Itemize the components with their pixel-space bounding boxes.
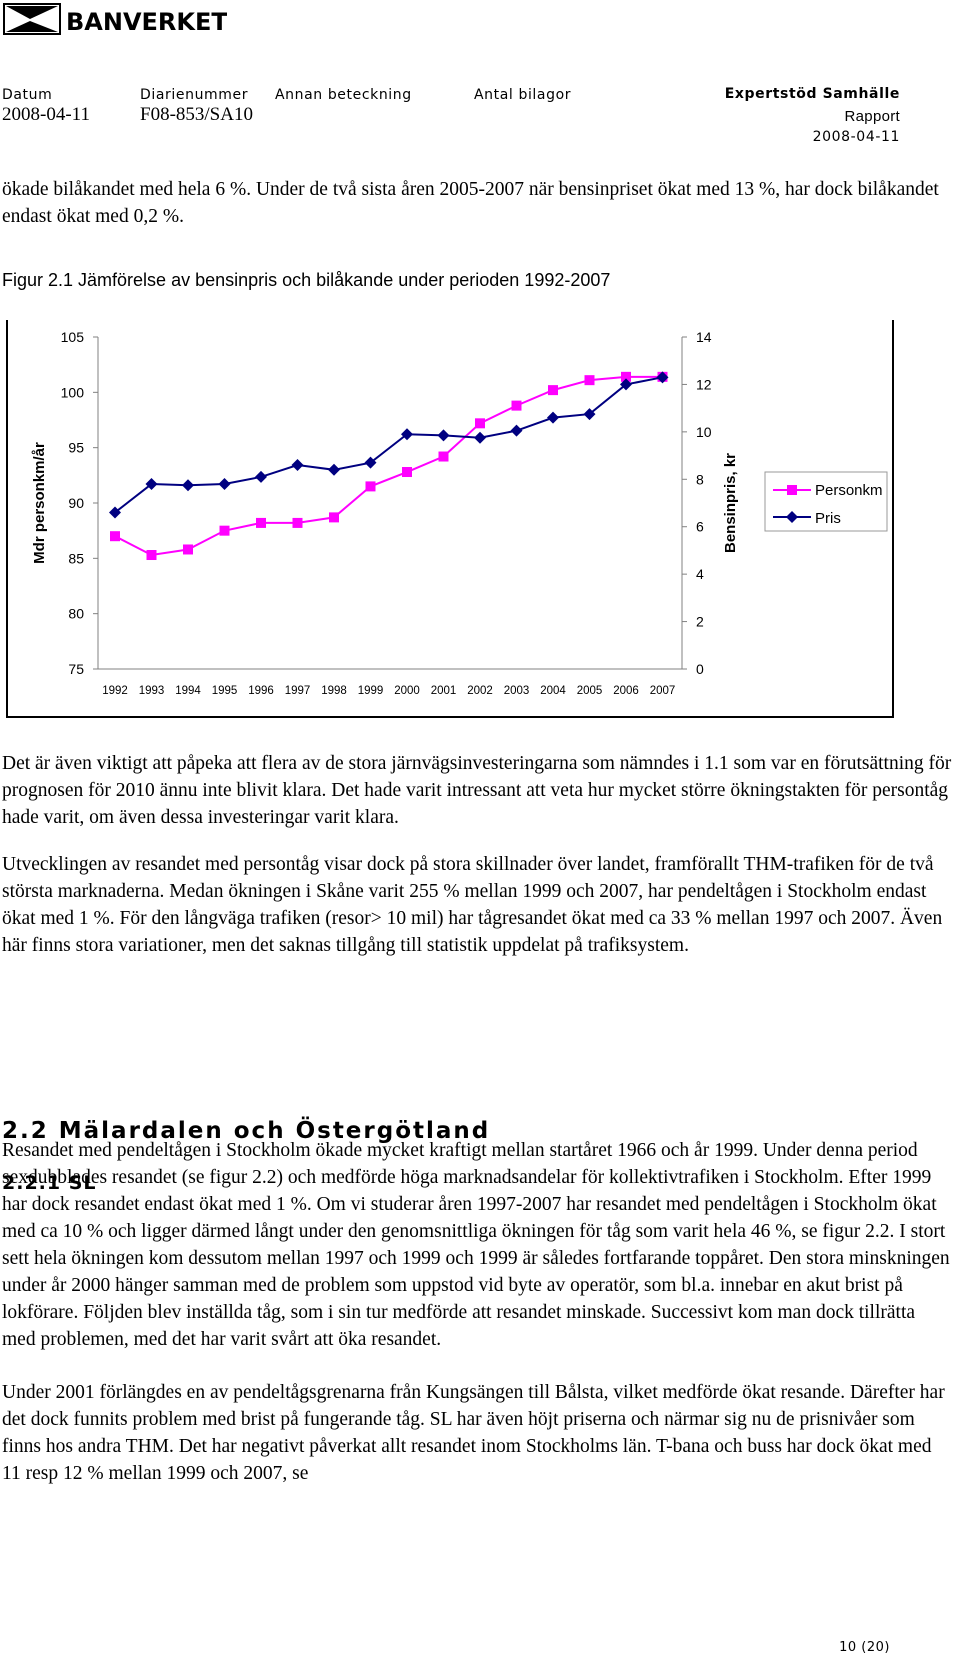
legend-marker-pris (786, 511, 798, 523)
y-right-tick-label: 14 (696, 329, 712, 345)
x-tick-label: 2001 (431, 685, 457, 697)
x-tick-label: 1997 (285, 685, 311, 697)
data-point-pris (182, 479, 194, 492)
data-point-personkm (292, 517, 303, 528)
x-tick-label: 2003 (504, 685, 530, 697)
x-tick-label: 2007 (650, 685, 676, 697)
data-point-pris (437, 429, 450, 442)
data-point-pris (145, 478, 158, 491)
x-tick-label: 1998 (321, 685, 347, 697)
data-point-personkm (402, 467, 412, 478)
data-point-personkm (584, 375, 595, 386)
data-point-pris (474, 431, 486, 444)
series-line-personkm (114, 375, 663, 557)
banverket-logo: BANVERKET (2, 2, 227, 38)
page-number: 10 (20) (839, 1640, 890, 1655)
y-right-tick-label: 8 (696, 471, 704, 487)
antal-bilagor-label: Antal bilagor (474, 87, 572, 103)
legend-box (764, 471, 888, 532)
banverket-emblem-icon (3, 3, 61, 35)
legend-marker-personkm (787, 485, 797, 495)
x-tick-label: 2006 (613, 685, 639, 697)
figure-caption: Figur 2.1 Jämförelse av bensinpris och b… (2, 270, 611, 290)
x-tick-label: 2005 (577, 685, 603, 697)
paragraph-investments: Det är även viktigt att påpeka att flera… (2, 753, 952, 828)
x-tick-label: 2000 (394, 685, 420, 697)
y-right-tick-label: 12 (696, 376, 712, 392)
y-right-tick-label: 10 (696, 424, 712, 440)
data-point-pris (583, 408, 596, 421)
diarienummer-label: Diarienummer (140, 87, 249, 103)
annan-beteckning-label: Annan beteckning (275, 87, 412, 103)
data-point-pris (255, 470, 267, 483)
y-left-tick-label: 105 (61, 329, 85, 345)
data-point-personkm (438, 451, 449, 462)
data-point-personkm (110, 531, 120, 542)
chart-frame (6, 320, 894, 718)
data-point-pris (328, 463, 340, 476)
series-line-pris (114, 376, 663, 514)
datum-label: Datum (2, 87, 53, 103)
data-point-personkm (365, 481, 376, 492)
y-left-tick-label: 100 (61, 384, 85, 400)
data-point-pris (291, 459, 304, 472)
x-tick-label: 2002 (467, 685, 493, 697)
data-point-pris (620, 378, 632, 391)
datum-value: 2008-04-11 (2, 104, 90, 125)
data-point-personkm (183, 544, 193, 555)
y-left-tick-label: 95 (68, 440, 84, 456)
x-tick-label: 1996 (248, 685, 274, 697)
doc-type: Rapport (844, 108, 900, 125)
department-name: Expertstöd Samhälle (724, 86, 900, 102)
x-tick-label: 2004 (540, 685, 566, 697)
y-right-tick-label: 0 (696, 661, 704, 677)
data-point-personkm (511, 400, 522, 411)
subsection-heading: 2.2.1 SL (2, 1172, 97, 1194)
data-point-personkm (146, 550, 157, 561)
data-point-pris (364, 456, 377, 469)
y-axis-label-right: Bensinpris, kr (722, 453, 739, 553)
paragraph-balsta: Under 2001 förlängdes en av pendeltågsgr… (2, 1382, 945, 1484)
data-point-personkm (548, 385, 558, 396)
y-left-tick-label: 90 (68, 495, 84, 511)
paragraph-intro: ökade bilåkandet med hela 6 %. Under de … (2, 179, 939, 227)
y-left-tick-label: 75 (68, 661, 84, 677)
y-right-tick-label: 4 (696, 566, 704, 582)
data-point-pris (401, 428, 413, 441)
data-point-pris (547, 411, 559, 424)
paragraph-development: Utvecklingen av resandet med persontåg v… (2, 854, 943, 956)
x-tick-label: 1994 (175, 685, 201, 697)
data-point-personkm (621, 371, 631, 382)
data-point-personkm (329, 512, 339, 523)
x-tick-label: 1995 (212, 685, 238, 697)
y-right-tick-label: 2 (696, 614, 704, 630)
org-name: BANVERKET (66, 8, 227, 36)
legend-label-pris: Pris (815, 510, 841, 527)
y-left-tick-label: 85 (68, 550, 84, 566)
paragraph-sl: Resandet med pendeltågen i Stockholm öka… (2, 1140, 950, 1350)
chart-bensinpris-bilakande: 75 80 85 90 95 100 105 0 2 4 6 8 10 12 14 1992 1993 1994 1… (6, 320, 894, 718)
diarienummer-value: F08-853/SA10 (140, 104, 253, 125)
data-point-pris (218, 478, 231, 491)
section-heading: 2.2 Mälardalen och Östergötland (2, 1118, 491, 1144)
x-tick-label: 1993 (139, 685, 165, 697)
y-axis-label-left: Mdr personkm/år (31, 442, 48, 564)
y-left-tick-label: 80 (68, 606, 84, 622)
data-point-pris (510, 424, 523, 437)
chart-legend: Personkm Pris (764, 471, 888, 532)
data-point-pris (109, 506, 121, 519)
data-point-pris (656, 371, 669, 384)
x-tick-label: 1992 (102, 685, 128, 697)
legend-label-personkm: Personkm (815, 482, 883, 499)
doc-date: 2008-04-11 (812, 129, 900, 145)
y-right-tick-label: 6 (696, 519, 704, 535)
x-tick-label: 1999 (358, 685, 384, 697)
data-point-personkm (219, 525, 230, 536)
data-point-personkm (475, 418, 485, 429)
data-point-personkm (256, 517, 266, 528)
